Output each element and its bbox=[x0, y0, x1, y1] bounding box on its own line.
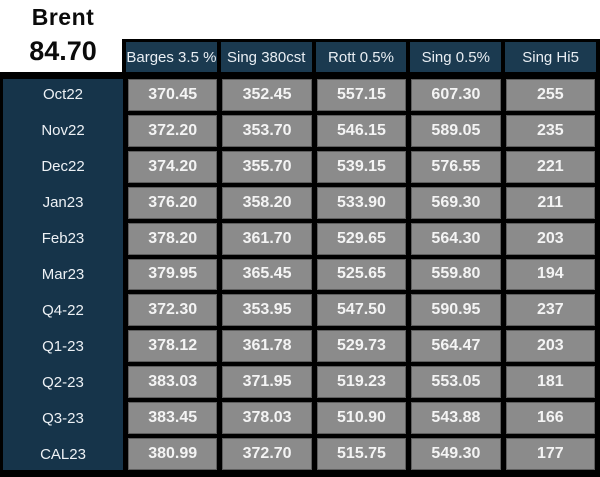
row-label: Q3-23 bbox=[42, 409, 84, 427]
price-cell: 533.90 bbox=[316, 186, 407, 219]
price-cell: 166 bbox=[505, 402, 595, 435]
price-cell: 177 bbox=[505, 438, 595, 470]
price-cell: 353.95 bbox=[222, 294, 312, 327]
benchmark-name: Brent bbox=[31, 4, 95, 30]
column-headers-row: Barges 3.5 % Sing 380cst Rott 0.5% Sing 0.5… bbox=[122, 39, 600, 76]
row-label: Nov22 bbox=[41, 122, 85, 140]
price-cell: 543.88 bbox=[411, 402, 501, 435]
row-label: CAL23 bbox=[40, 445, 86, 463]
price-cell: 576.55 bbox=[411, 150, 501, 183]
price-cell: 546.15 bbox=[316, 114, 407, 147]
price-cell: 378.20 bbox=[128, 222, 218, 255]
price-cell: 564.47 bbox=[411, 330, 501, 363]
row-label: Feb23 bbox=[41, 230, 85, 248]
row-label: Oct22 bbox=[42, 86, 84, 104]
price-cell: 372.20 bbox=[128, 114, 218, 147]
price-cell: 383.45 bbox=[128, 402, 218, 435]
row-label: Q4-22 bbox=[42, 301, 84, 319]
column-header: Sing 0.5% bbox=[410, 42, 502, 73]
price-cell: 235 bbox=[505, 114, 595, 147]
price-cell: 365.45 bbox=[222, 258, 312, 291]
price-cell: 515.75 bbox=[316, 438, 407, 470]
price-cell: 379.95 bbox=[128, 258, 218, 291]
price-cell: 564.30 bbox=[411, 222, 501, 255]
column-header: Sing Hi5 bbox=[505, 42, 596, 73]
benchmark-price: 84.70 bbox=[29, 36, 97, 66]
price-cell: 203 bbox=[505, 330, 595, 363]
price-cell: 510.90 bbox=[316, 402, 407, 435]
price-cell: 383.03 bbox=[128, 366, 218, 399]
price-cell: 607.30 bbox=[411, 79, 501, 111]
price-cell: 358.20 bbox=[222, 186, 312, 219]
price-cell: 353.70 bbox=[222, 114, 312, 147]
price-cell: 590.95 bbox=[411, 294, 501, 327]
price-grid: 370.45 352.45 557.15 607.30 255 372.20 353.70 5… bbox=[128, 79, 595, 470]
price-cell: 355.70 bbox=[222, 150, 312, 183]
price-cell: 361.78 bbox=[222, 330, 312, 363]
price-cell: 557.15 bbox=[316, 79, 407, 111]
price-cell: 203 bbox=[505, 222, 595, 255]
column-header: Sing 380cst bbox=[220, 42, 312, 73]
price-cell: 559.80 bbox=[411, 258, 501, 291]
column-header: Rott 0.5% bbox=[315, 42, 407, 73]
price-cell: 181 bbox=[505, 366, 595, 399]
price-cell: 237 bbox=[505, 294, 595, 327]
price-cell: 371.95 bbox=[222, 366, 312, 399]
price-cell: 211 bbox=[505, 186, 595, 219]
row-label: Dec22 bbox=[41, 158, 85, 176]
price-cell: 547.50 bbox=[316, 294, 407, 327]
price-cell: 370.45 bbox=[128, 79, 218, 111]
price-cell: 221 bbox=[505, 150, 595, 183]
price-cell: 361.70 bbox=[222, 222, 312, 255]
price-cell: 525.65 bbox=[316, 258, 407, 291]
price-cell: 553.05 bbox=[411, 366, 501, 399]
row-label: Mar23 bbox=[41, 265, 85, 283]
price-cell: 519.23 bbox=[316, 366, 407, 399]
price-cell: 372.70 bbox=[222, 438, 312, 470]
price-cell: 378.12 bbox=[128, 330, 218, 363]
price-cell: 380.99 bbox=[128, 438, 218, 470]
price-cell: 194 bbox=[505, 258, 595, 291]
price-cell: 378.03 bbox=[222, 402, 312, 435]
price-cell: 529.73 bbox=[316, 330, 407, 363]
row-label: Q2-23 bbox=[42, 373, 84, 391]
price-cell: 255 bbox=[505, 79, 595, 111]
price-cell: 529.65 bbox=[316, 222, 407, 255]
price-cell: 352.45 bbox=[222, 79, 312, 111]
price-cell: 372.30 bbox=[128, 294, 218, 327]
table-body: Oct22 Nov22 Dec22 Jan23 Feb23 Mar23 Q4-22 Q1-23… bbox=[0, 72, 600, 477]
row-labels-column: Oct22 Nov22 Dec22 Jan23 Feb23 Mar23 Q4-22 Q1-23… bbox=[3, 79, 123, 470]
row-label: Q1-23 bbox=[42, 337, 84, 355]
column-header: Barges 3.5 % bbox=[126, 42, 217, 73]
price-cell: 374.20 bbox=[128, 150, 218, 183]
price-cell: 549.30 bbox=[411, 438, 501, 470]
price-cell: 589.05 bbox=[411, 114, 501, 147]
row-label: Jan23 bbox=[42, 194, 84, 212]
price-cell: 376.20 bbox=[128, 186, 218, 219]
price-cell: 569.30 bbox=[411, 186, 501, 219]
price-cell: 539.15 bbox=[316, 150, 407, 183]
